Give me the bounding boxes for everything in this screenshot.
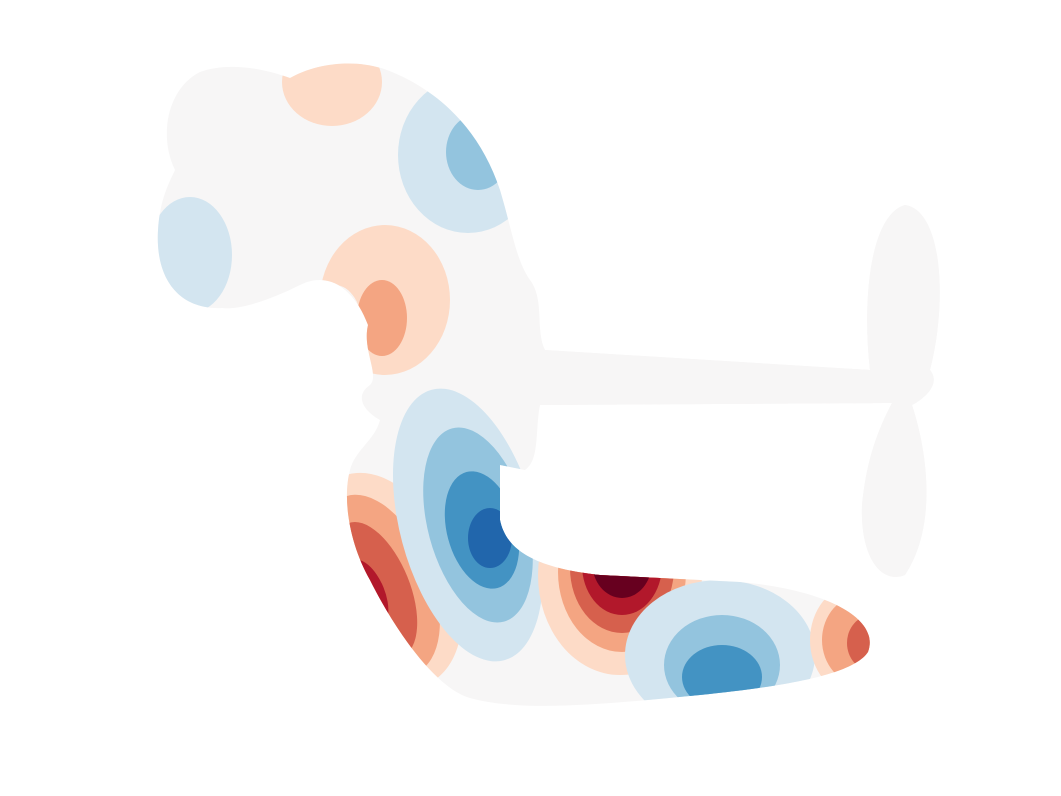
contour-blue-right-3 (682, 645, 762, 706)
contour-blue-mid-4 (468, 508, 512, 568)
contour-blue-upper-inner (446, 114, 510, 190)
contour-red-bottom-4 (582, 515, 662, 615)
contour-red-top (282, 63, 382, 126)
contour-blue-left (157, 197, 232, 313)
propeller-blades-neutral (850, 190, 940, 590)
contour-red-bottom-5 (592, 526, 652, 598)
contour-red-neck-inner (357, 280, 407, 356)
contour-neck-cutout (307, 285, 363, 375)
contour-red-tail-3 (847, 615, 897, 671)
